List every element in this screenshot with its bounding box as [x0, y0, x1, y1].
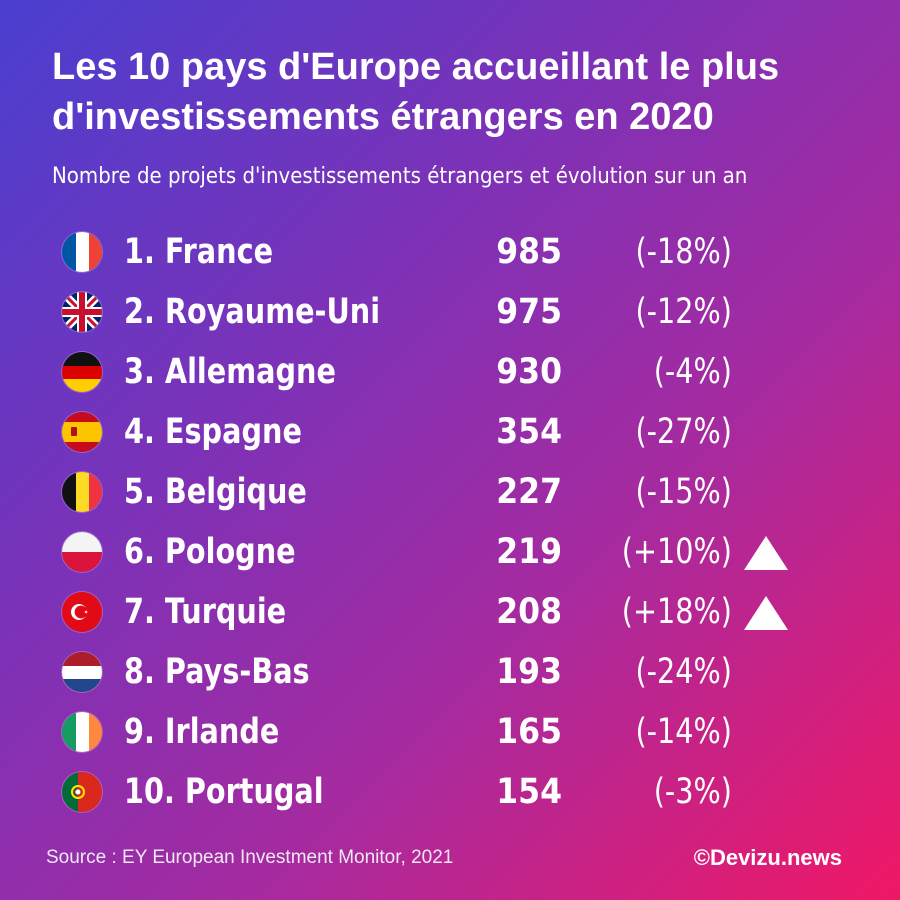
- yearly-change: (+18%): [621, 592, 732, 632]
- country-label: 7. Turquie: [124, 592, 287, 632]
- country-label: 5. Belgique: [124, 472, 307, 512]
- table-row: 7. Turquie 208 (+18%): [0, 582, 900, 642]
- ranking-table: 1. France 985 (-18%) 2. Royaume-Uni 975 (-12%…: [0, 222, 900, 822]
- project-count: 193: [496, 652, 562, 692]
- table-row: 9. Irlande 165 (-14%): [0, 702, 900, 762]
- country-label: 2. Royaume-Uni: [124, 292, 381, 332]
- yearly-change: (-14%): [635, 712, 732, 752]
- subtitle: Nombre de projets d'investissements étra…: [52, 164, 748, 189]
- title-line-1: Les 10 pays d'Europe accueillant le plus: [52, 46, 780, 88]
- country-label: 8. Pays-Bas: [124, 652, 310, 692]
- france-flag-icon: [62, 232, 102, 272]
- portugal-flag-icon: [62, 772, 102, 812]
- country-label: 4. Espagne: [124, 412, 302, 452]
- yearly-change: (-12%): [635, 292, 732, 332]
- yearly-change: (-4%): [653, 352, 732, 392]
- project-count: 208: [496, 592, 562, 632]
- yearly-change: (-3%): [653, 772, 732, 812]
- table-row: 6. Pologne 219 (+10%): [0, 522, 900, 582]
- table-row: 10. Portugal 154 (-3%): [0, 762, 900, 822]
- project-count: 930: [496, 352, 562, 392]
- project-count: 227: [496, 472, 562, 512]
- turkey-flag-icon: [62, 592, 102, 632]
- project-count: 154: [496, 772, 562, 812]
- table-row: 5. Belgique 227 (-15%): [0, 462, 900, 522]
- title-line-2: d'investissements étrangers en 2020: [52, 96, 714, 138]
- country-label: 1. France: [124, 232, 274, 272]
- spain-flag-icon: [62, 412, 102, 452]
- table-row: 8. Pays-Bas 193 (-24%): [0, 642, 900, 702]
- project-count: 354: [496, 412, 562, 452]
- yearly-change: (-15%): [635, 472, 732, 512]
- project-count: 975: [496, 292, 562, 332]
- page-title: Les 10 pays d'Europe accueillant le plus…: [52, 42, 872, 142]
- project-count: 985: [496, 232, 562, 272]
- country-label: 3. Allemagne: [124, 352, 336, 392]
- source-note: Source : EY European Investment Monitor,…: [46, 847, 454, 868]
- triangle-up-icon: [744, 596, 788, 630]
- ireland-flag-icon: [62, 712, 102, 752]
- table-row: 2. Royaume-Uni 975 (-12%): [0, 282, 900, 342]
- yearly-change: (+10%): [621, 532, 732, 572]
- germany-flag-icon: [62, 352, 102, 392]
- country-label: 6. Pologne: [124, 532, 296, 572]
- country-label: 10. Portugal: [124, 772, 324, 812]
- project-count: 219: [496, 532, 562, 572]
- yearly-change: (-24%): [635, 652, 732, 692]
- table-row: 3. Allemagne 930 (-4%): [0, 342, 900, 402]
- country-label: 9. Irlande: [124, 712, 280, 752]
- brand-credit: ©Devizu.news: [693, 845, 842, 870]
- table-row: 1. France 985 (-18%): [0, 222, 900, 282]
- table-row: 4. Espagne 354 (-27%): [0, 402, 900, 462]
- poland-flag-icon: [62, 532, 102, 572]
- project-count: 165: [496, 712, 562, 752]
- triangle-up-icon: [744, 536, 788, 570]
- united-kingdom-flag-icon: [62, 292, 102, 332]
- yearly-change: (-27%): [635, 412, 732, 452]
- netherlands-flag-icon: [62, 652, 102, 692]
- belgium-flag-icon: [62, 472, 102, 512]
- yearly-change: (-18%): [635, 232, 732, 272]
